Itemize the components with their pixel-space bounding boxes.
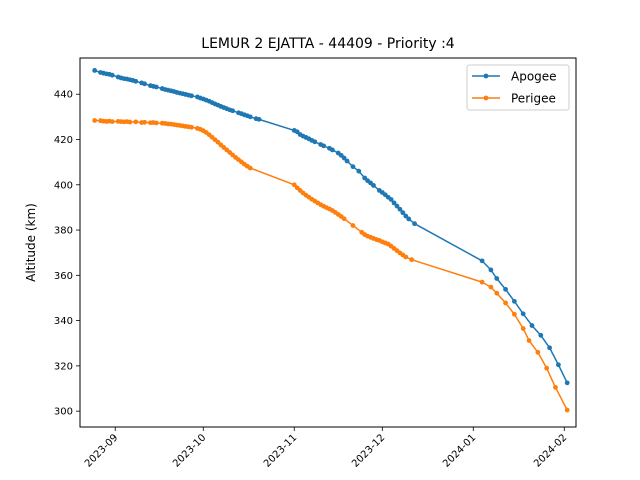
perigee-point: [409, 257, 415, 263]
apogee-point: [92, 68, 98, 73]
legend-label-apogee: Apogee: [511, 70, 557, 84]
perigee-point: [92, 118, 98, 123]
apogee-point: [529, 323, 535, 328]
perigee-point: [511, 311, 517, 317]
perigee-point: [479, 279, 485, 285]
apogee-point: [109, 72, 115, 78]
apogee-point: [247, 114, 253, 120]
apogee-point: [400, 210, 406, 216]
apogee-point: [520, 311, 526, 317]
y-axis-label: Altitude (km): [24, 203, 38, 282]
plot-area: [92, 68, 570, 413]
y-tick-label: 320: [54, 361, 73, 372]
apogee-point: [356, 168, 362, 174]
y-tick-label: 300: [54, 407, 73, 418]
perigee-point: [520, 326, 526, 331]
y-tick-label: 440: [54, 90, 73, 101]
y-axis: 300 320 340 360 380 400 420 440: [54, 90, 80, 418]
apogee-point: [503, 286, 508, 292]
y-tick-label: 340: [54, 316, 73, 327]
apogee-point: [350, 164, 356, 170]
perigee-point: [127, 119, 133, 125]
y-tick-label: 380: [54, 226, 73, 237]
y-tick-label: 420: [54, 135, 73, 146]
legend-label-perigee: Perigee: [511, 92, 556, 106]
legend-marker-apogee: [483, 73, 489, 79]
perigee-point: [153, 120, 159, 126]
apogee-point: [511, 298, 517, 304]
perigee-point: [535, 349, 541, 355]
y-tick-label: 360: [54, 271, 73, 282]
apogee-point: [538, 332, 544, 338]
apogee-point: [555, 362, 561, 368]
apogee-point: [133, 78, 139, 84]
apogee-point: [321, 143, 326, 149]
perigee-point: [142, 119, 147, 125]
axes-frame: [79, 57, 577, 428]
perigee-point: [189, 124, 194, 130]
perigee-point: [564, 407, 570, 413]
legend: Apogee Perigee: [466, 64, 570, 111]
apogee-point: [189, 93, 194, 99]
perigee-point: [488, 284, 494, 290]
y-tick-label: 400: [54, 180, 73, 191]
perigee-point: [291, 182, 297, 188]
apogee-point: [330, 147, 335, 153]
apogee-point: [412, 221, 417, 227]
perigee-point: [553, 384, 558, 390]
apogee-point: [341, 155, 347, 161]
apogee-point: [142, 81, 147, 87]
legend-marker-perigee: [483, 95, 489, 101]
apogee-point: [312, 139, 318, 145]
apogee-point: [388, 197, 394, 202]
apogee-point: [488, 267, 494, 273]
apogee-point: [397, 206, 403, 212]
apogee-point: [371, 183, 376, 188]
apogee-point: [479, 258, 485, 264]
perigee-point: [133, 119, 139, 125]
perigee-point: [544, 365, 550, 371]
perigee-point: [503, 300, 508, 306]
chart-title: LEMUR 2 EJATTA - 44409 - Priority :4: [201, 36, 455, 52]
apogee-point: [153, 84, 159, 90]
apogee-point: [394, 203, 400, 209]
apogee-point: [406, 216, 412, 222]
perigee-point: [494, 290, 500, 296]
perigee-point: [247, 165, 253, 171]
perigee-point: [350, 223, 356, 228]
apogee-point: [564, 380, 570, 386]
apogee-point: [256, 116, 262, 122]
apogee-point: [494, 276, 500, 281]
apogee-point: [230, 108, 236, 114]
apogee-point: [403, 213, 409, 219]
perigee-point: [341, 216, 347, 222]
apogee-point: [391, 200, 397, 206]
apogee-point: [344, 158, 350, 164]
perigee-point: [403, 254, 409, 260]
perigee-point: [526, 338, 532, 343]
perigee-point: [109, 119, 115, 125]
apogee-point: [547, 345, 552, 351]
